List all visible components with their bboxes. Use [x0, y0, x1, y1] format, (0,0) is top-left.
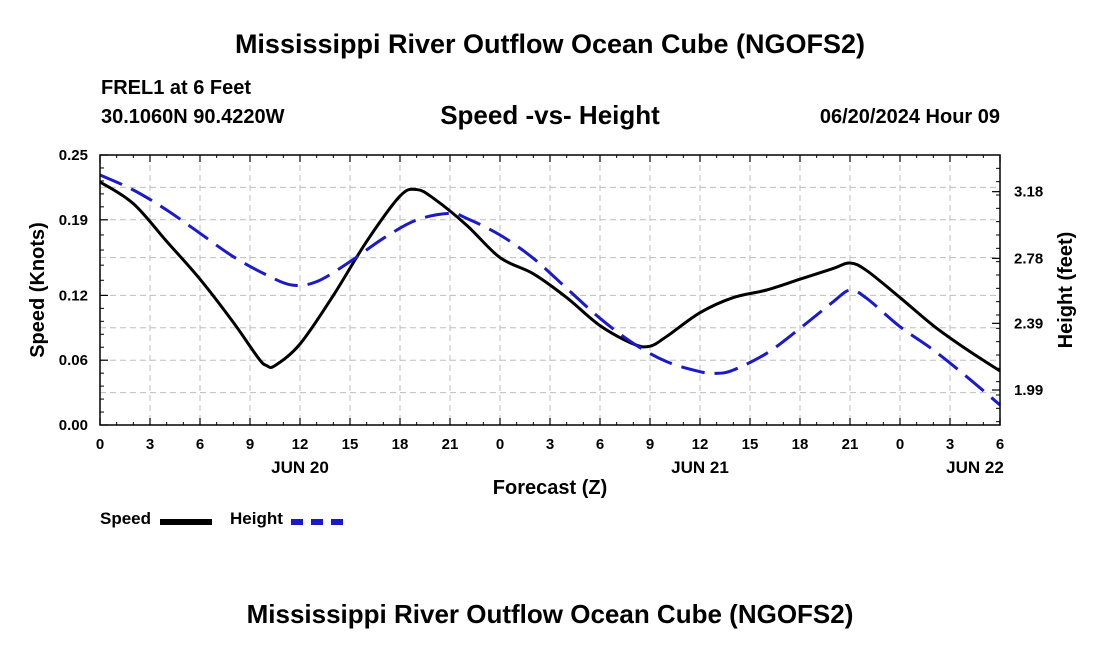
- x-tick-label: 9: [646, 436, 654, 453]
- x-tick-label: 21: [442, 436, 459, 453]
- y2-tick-label: 2.78: [1014, 250, 1043, 267]
- x-tick-label: 0: [496, 436, 504, 453]
- station-coordinates: 30.1060N 90.4220W: [101, 106, 285, 128]
- x-tick-label: 12: [692, 436, 709, 453]
- legend-speed-swatch: [160, 519, 212, 525]
- x-tick-label: 3: [546, 436, 554, 453]
- x-axis-label: Forecast (Z): [493, 477, 607, 499]
- legend-height-swatch: [291, 519, 343, 525]
- x-tick-label: 6: [196, 436, 204, 453]
- y-tick-label: 0.19: [59, 212, 88, 229]
- series-line-speed: [99, 180, 1001, 373]
- y-tick-label: 0.12: [59, 287, 88, 304]
- legend-height-label: Height: [230, 509, 283, 528]
- ticks: 0 3 6 9 12 15 18 21 0 3 6 9 12 15 18 21 0 3 6 JUN 20 JUN 21 J…: [59, 147, 1043, 477]
- series: [99, 173, 1001, 407]
- speed-height-chart: 0 3 6 9 12 15 18 21 0 3 6 9 12 15 18 21 0 3 6 JUN 20 JUN 21 J…: [27, 147, 1077, 499]
- station-name: FREL1 at 6 Feet: [101, 77, 252, 99]
- y-axis-label: Speed (Knots): [27, 222, 49, 358]
- page-title: Mississippi River Outflow Ocean Cube (NG…: [234, 29, 866, 59]
- x-tick-label: 12: [292, 436, 309, 453]
- date-label: JUN 21: [671, 458, 729, 477]
- y-tick-label: 0.25: [59, 147, 88, 164]
- y2-tick-label: 2.39: [1014, 315, 1043, 332]
- y2-axis-label: Height (feet): [1055, 232, 1077, 349]
- legend-speed-label: Speed: [100, 509, 152, 528]
- x-tick-label: 15: [342, 436, 359, 453]
- x-tick-label: 0: [896, 436, 904, 453]
- y-tick-label: 0.06: [59, 352, 88, 369]
- y-tick-label: 0.00: [59, 417, 88, 434]
- y2-tick-label: 1.99: [1014, 382, 1043, 399]
- page-title-repeat: Mississippi River Outflow Ocean Cube (NG…: [246, 599, 854, 629]
- x-tick-label: 18: [792, 436, 809, 453]
- y2-tick-label: 3.18: [1014, 184, 1043, 201]
- chart-title: Speed -vs- Height: [440, 100, 660, 130]
- x-tick-label: 6: [596, 436, 604, 453]
- x-tick-label: 3: [146, 436, 154, 453]
- forecast-date: 06/20/2024 Hour 09: [819, 106, 1000, 128]
- date-label: JUN 20: [271, 458, 329, 477]
- x-tick-label: 15: [742, 436, 759, 453]
- x-tick-label: 6: [996, 436, 1004, 453]
- x-tick-label: 21: [842, 436, 859, 453]
- x-tick-label: 9: [246, 436, 254, 453]
- x-tick-label: 3: [946, 436, 954, 453]
- date-label: JUN 22: [946, 458, 1004, 477]
- x-tick-label: 0: [96, 436, 104, 453]
- grid: [100, 155, 1000, 425]
- x-tick-label: 18: [392, 436, 409, 453]
